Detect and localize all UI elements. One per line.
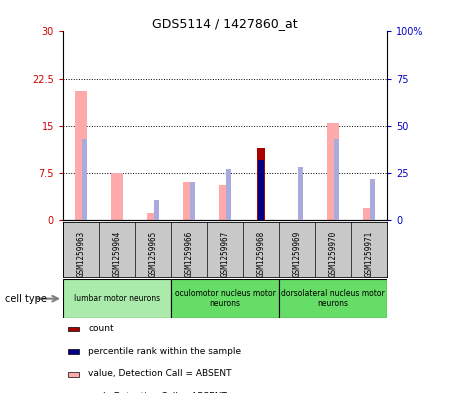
Text: GSM1259963: GSM1259963 (76, 230, 86, 277)
Bar (190, 182, 195, 220)
Bar (298, 167, 303, 220)
Bar (258, 160, 264, 220)
Text: GSM1259969: GSM1259969 (292, 230, 302, 277)
Bar (82, 139, 87, 220)
Bar (363, 208, 375, 220)
Bar (63, 279, 171, 318)
Text: percentile rank within the sample: percentile rank within the sample (88, 347, 241, 356)
Bar (226, 169, 231, 220)
Bar (111, 173, 123, 220)
Bar (370, 178, 375, 220)
Text: oculomotor nucleus motor
neurons: oculomotor nucleus motor neurons (175, 289, 275, 309)
Text: GSM1259970: GSM1259970 (328, 230, 338, 277)
Bar (68, 327, 79, 331)
Bar (257, 148, 265, 220)
Text: GSM1259971: GSM1259971 (364, 230, 373, 277)
Text: value, Detection Call = ABSENT: value, Detection Call = ABSENT (88, 369, 232, 378)
Bar (219, 185, 231, 220)
Bar (279, 279, 387, 318)
Text: dorsolateral nucleus motor
neurons: dorsolateral nucleus motor neurons (281, 289, 385, 309)
Text: lumbar motor neurons: lumbar motor neurons (74, 294, 160, 303)
Bar (171, 279, 279, 318)
Bar (75, 91, 87, 220)
Text: GSM1259966: GSM1259966 (184, 230, 194, 277)
Bar (68, 349, 79, 354)
Bar (183, 182, 195, 220)
Text: GSM1259968: GSM1259968 (256, 230, 266, 277)
Bar (334, 139, 339, 220)
Text: GSM1259967: GSM1259967 (220, 230, 230, 277)
Text: GSM1259965: GSM1259965 (148, 230, 157, 277)
Text: cell type: cell type (4, 294, 46, 304)
Bar (327, 123, 339, 220)
Text: rank, Detection Call = ABSENT: rank, Detection Call = ABSENT (88, 392, 227, 393)
Title: GDS5114 / 1427860_at: GDS5114 / 1427860_at (152, 17, 298, 30)
Bar (147, 213, 159, 220)
Text: GSM1259964: GSM1259964 (112, 230, 122, 277)
Bar (154, 200, 159, 220)
Text: count: count (88, 324, 114, 333)
Bar (68, 372, 79, 376)
